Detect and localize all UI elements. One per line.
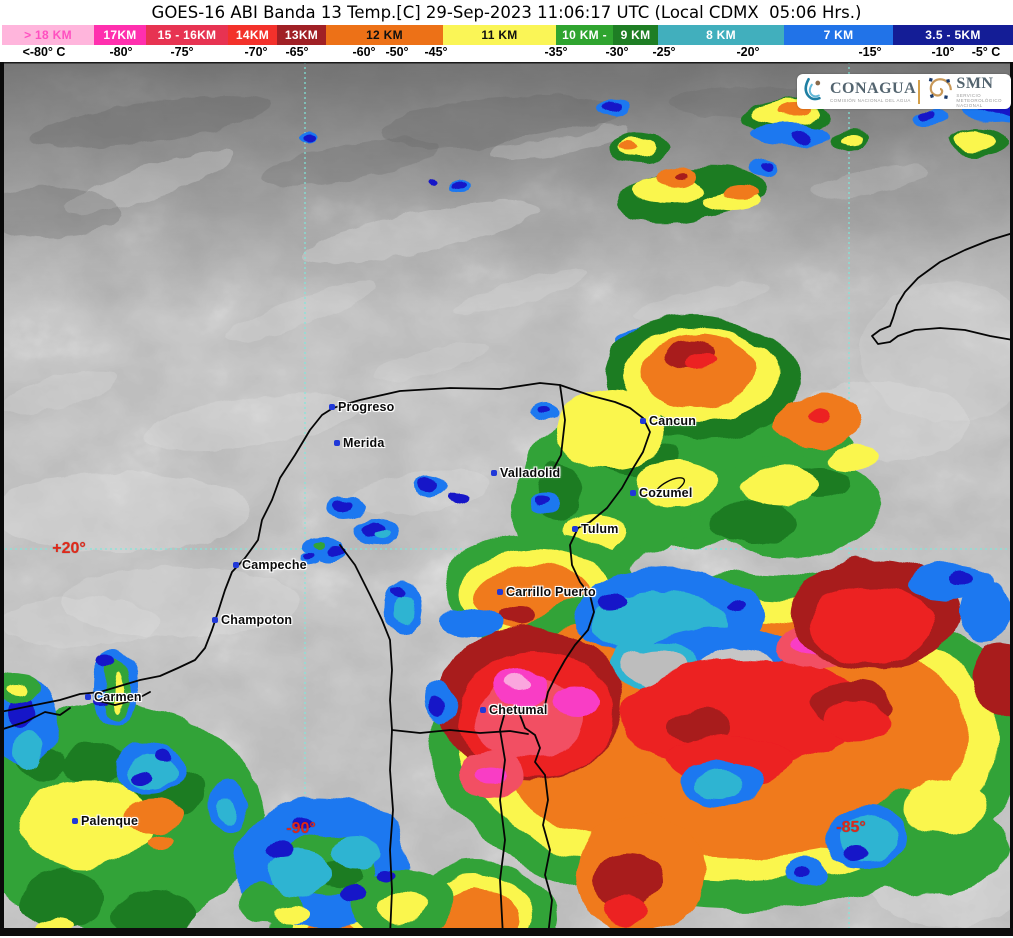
logo-panel: CONAGUA COMISIÓN NACIONAL DEL AGUA SMN S… bbox=[797, 74, 1011, 109]
storm-complex-south-cores bbox=[270, 558, 1013, 936]
temperature-scale: <-80° C -80° -75° -70° -65° -60° -50° -45° -35° -… bbox=[0, 45, 1013, 62]
map-frame bbox=[0, 62, 1013, 936]
legend-segment: 11 KM bbox=[443, 25, 556, 45]
temperature-label: -45° bbox=[424, 45, 448, 59]
smn-subtitle: SERVICIO METEOROLÓGICO NACIONAL bbox=[956, 92, 1002, 108]
temperature-label: -65° bbox=[285, 45, 309, 59]
satellite-map bbox=[0, 62, 1013, 936]
legend-segment: 14KM bbox=[228, 25, 277, 45]
legend-segment: 12 KM bbox=[326, 25, 443, 45]
temperature-label: -20° bbox=[736, 45, 760, 59]
temperature-label: -70° bbox=[244, 45, 268, 59]
temperature-label: -80° bbox=[109, 45, 133, 59]
conagua-name: CONAGUA bbox=[830, 79, 917, 97]
page-title: GOES-16 ABI Banda 13 Temp.[C] 29-Sep-202… bbox=[151, 3, 862, 22]
temperature-label: -25° bbox=[652, 45, 676, 59]
smn-name: SMN bbox=[956, 74, 994, 92]
altitude-legend: > 18 KM 17KM 15 - 16KM 14KM 13KM 12 KM 11 KM 10… bbox=[0, 25, 1013, 45]
conagua-water-icon bbox=[801, 75, 827, 108]
conagua-subtitle: COMISIÓN NACIONAL DEL AGUA bbox=[830, 97, 911, 103]
temperature-label: -50° bbox=[385, 45, 409, 59]
temperature-label: -10° bbox=[931, 45, 955, 59]
smn-logo: SMN SERVICIO METEOROLÓGICO NACIONAL bbox=[927, 74, 1007, 108]
legend-segment: 7 KM bbox=[784, 25, 893, 45]
legend-segment: 3.5 - 5KM bbox=[893, 25, 1013, 45]
temperature-label: -30° bbox=[605, 45, 629, 59]
temperature-label: -60° bbox=[352, 45, 376, 59]
legend-segment: 9 KM bbox=[613, 25, 658, 45]
temperature-label: -15° bbox=[858, 45, 882, 59]
temperature-label: -5° C bbox=[971, 45, 1001, 59]
legend-segment: 13KM bbox=[277, 25, 326, 45]
legend-segment: 17KM bbox=[94, 25, 146, 45]
logo-divider bbox=[918, 79, 921, 104]
storm-cells-scattered-west bbox=[300, 404, 618, 633]
temperature-label: -35° bbox=[544, 45, 568, 59]
legend-segment: > 18 KM bbox=[2, 25, 94, 45]
temperature-label: <-80° C bbox=[22, 45, 66, 59]
satellite-map-canvas bbox=[0, 62, 1013, 936]
smn-spiral-icon bbox=[927, 76, 953, 107]
storm-cells-southwest bbox=[0, 649, 260, 936]
conagua-logo: CONAGUA COMISIÓN NACIONAL DEL AGUA bbox=[801, 75, 916, 108]
temperature-label: -75° bbox=[170, 45, 194, 59]
legend-segment: 8 KM bbox=[658, 25, 784, 45]
storm-cells-midbottom bbox=[232, 796, 454, 936]
coastlines bbox=[0, 232, 1013, 936]
legend-segment: 10 KM - bbox=[556, 25, 613, 45]
legend-segment: 15 - 16KM bbox=[146, 25, 228, 45]
